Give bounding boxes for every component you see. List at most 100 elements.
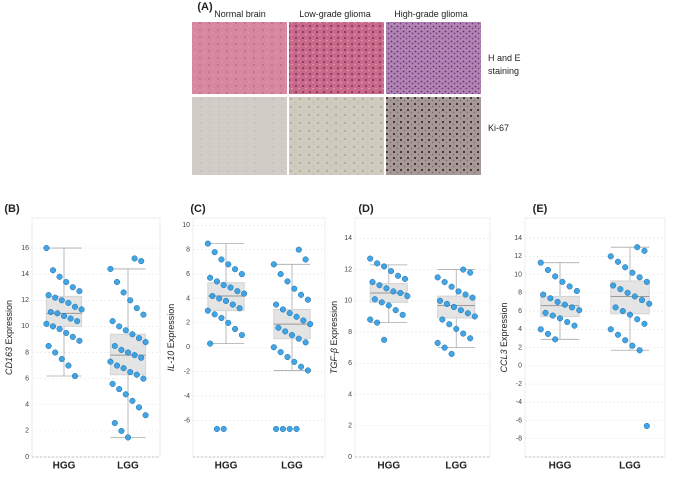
data-point — [568, 304, 576, 311]
data-point — [462, 291, 469, 298]
y-axis-label: TGF-β Expression — [329, 301, 339, 374]
data-point — [284, 278, 291, 285]
data-point — [381, 263, 388, 270]
y-tick-label: 10 — [182, 222, 190, 229]
data-point — [448, 350, 455, 357]
data-point — [69, 333, 76, 340]
data-point — [443, 300, 451, 307]
data-point — [76, 337, 83, 344]
plot-area — [524, 217, 666, 458]
data-point — [619, 307, 626, 315]
data-point — [60, 312, 68, 320]
y-tick-label: 14 — [514, 235, 522, 242]
data-point — [107, 265, 114, 272]
y-tick-label: 8 — [518, 290, 522, 297]
panel-label: (D) — [358, 203, 374, 215]
data-point — [286, 310, 293, 317]
y-tick-label: 8 — [186, 247, 190, 254]
data-point — [298, 291, 305, 298]
data-point — [273, 425, 280, 433]
data-point — [275, 324, 282, 331]
data-point — [367, 316, 374, 323]
y-tick-label: -2 — [184, 368, 190, 375]
y-tick-label: 12 — [514, 253, 522, 260]
y-tick-label: -4 — [516, 399, 522, 406]
data-point — [229, 301, 236, 308]
data-point — [374, 260, 381, 267]
data-point — [207, 274, 214, 281]
data-point — [641, 247, 648, 254]
data-point — [552, 336, 559, 343]
data-point — [135, 404, 143, 411]
data-point — [576, 307, 583, 314]
data-point — [63, 329, 70, 336]
data-point — [54, 310, 61, 317]
data-point — [540, 291, 547, 298]
y-axis-label: CD163 Expression — [4, 300, 14, 375]
data-point — [610, 282, 617, 289]
data-point — [270, 261, 277, 268]
data-point — [213, 425, 220, 433]
data-point — [298, 363, 305, 370]
data-point — [43, 244, 50, 252]
data-point — [554, 298, 561, 305]
data-point — [434, 274, 441, 281]
y-tick-label: 10 — [514, 271, 522, 278]
histology-image — [386, 97, 481, 175]
panel-label: (E) — [533, 203, 548, 215]
data-point — [220, 425, 227, 433]
data-point — [118, 427, 125, 434]
data-point — [284, 353, 291, 361]
data-point — [49, 267, 57, 274]
data-point — [47, 308, 54, 316]
data-point — [118, 346, 125, 353]
data-point — [441, 278, 448, 286]
data-point — [369, 278, 376, 286]
data-point — [626, 311, 634, 318]
data-point — [56, 325, 63, 333]
data-point — [542, 309, 549, 316]
data-point — [392, 307, 399, 314]
data-point — [629, 342, 636, 349]
data-point — [399, 311, 406, 318]
data-point — [641, 320, 648, 327]
data-point — [537, 326, 544, 333]
data-point — [544, 266, 552, 274]
data-point — [213, 278, 220, 285]
column-header: Low-grade glioma — [299, 9, 371, 19]
data-point — [307, 321, 314, 328]
data-point — [549, 312, 556, 319]
y-tick-label: 12 — [344, 266, 352, 273]
histology-image — [289, 22, 384, 94]
x-tick-label: HGG — [549, 461, 572, 472]
data-point — [643, 422, 650, 430]
data-point — [120, 365, 127, 372]
data-point — [56, 273, 63, 280]
data-point — [207, 340, 214, 347]
data-point — [564, 318, 571, 326]
data-point — [291, 285, 298, 292]
data-point — [436, 297, 444, 304]
y-tick-label: 4 — [348, 391, 352, 398]
data-point — [133, 305, 140, 312]
y-tick-label: 0 — [348, 454, 352, 461]
data-point — [69, 284, 76, 291]
data-point — [448, 283, 455, 290]
data-point — [634, 244, 641, 251]
y-tick-label: 0 — [518, 363, 522, 370]
data-point — [573, 287, 580, 295]
data-point — [279, 306, 286, 313]
data-point — [78, 306, 85, 313]
data-point — [282, 328, 289, 335]
data-point — [129, 331, 136, 338]
data-point — [58, 297, 65, 304]
data-point — [225, 261, 232, 268]
data-point — [204, 240, 211, 247]
data-point — [58, 355, 65, 363]
y-axis-text: Expression — [166, 304, 176, 349]
data-point — [279, 425, 286, 433]
y-tick-label: 2 — [518, 344, 522, 351]
data-point — [133, 371, 140, 378]
data-point — [607, 326, 614, 333]
data-point — [216, 295, 223, 302]
